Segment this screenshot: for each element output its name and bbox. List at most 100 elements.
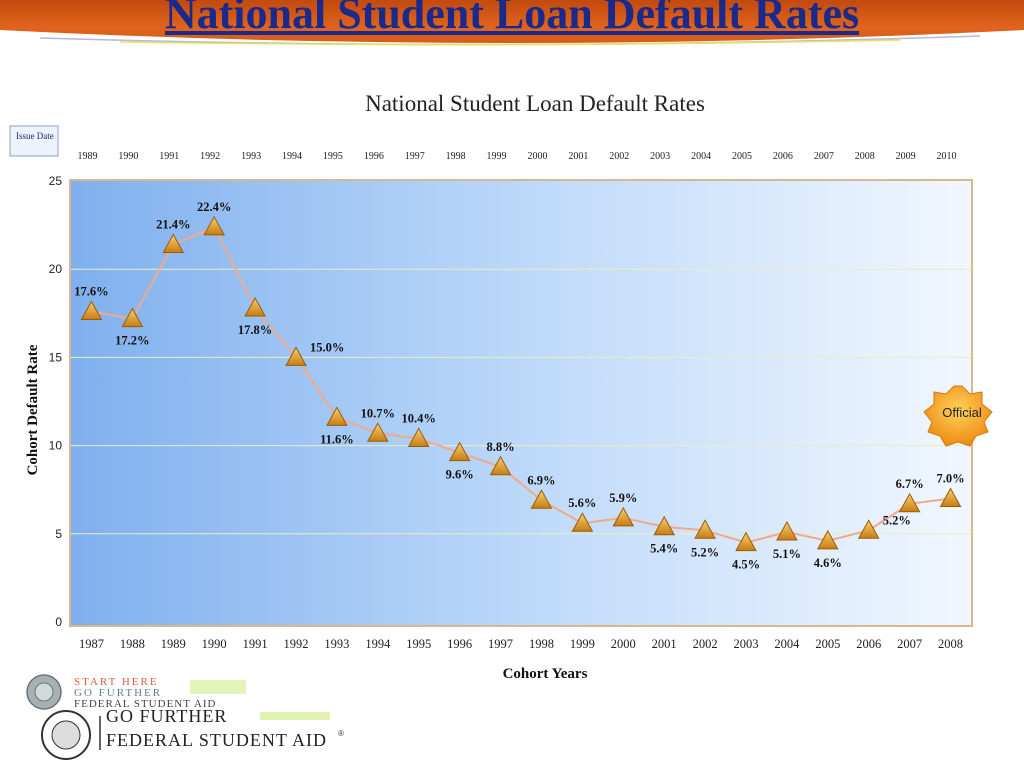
x-tick-label: 1999	[570, 637, 595, 651]
fsa-large-logo: GO FURTHER FEDERAL STUDENT AID ®	[41, 706, 344, 760]
data-label: 21.4%	[156, 218, 190, 232]
x-tick-label: 1992	[284, 637, 309, 651]
y-tick-label: 25	[49, 174, 63, 188]
data-point-marker	[857, 519, 880, 539]
issue-date-tick: 1993	[241, 151, 261, 162]
data-point-marker	[203, 215, 226, 236]
issue-date-tick: 2000	[527, 151, 547, 162]
logo-fsa-small: FEDERAL STUDENT AID	[74, 698, 216, 710]
data-point-marker	[80, 300, 103, 321]
data-point-marker	[407, 427, 430, 448]
plot-area	[71, 181, 971, 625]
data-point-marker	[244, 296, 266, 317]
data-label: 11.6%	[320, 432, 354, 446]
issue-date-tick: 2008	[855, 151, 875, 162]
data-labels: 17.6% 17.2% 21.4% 22.4% 17.8% 15.0% 11.6% 10.7%…	[74, 200, 964, 572]
data-label: 9.6%	[446, 468, 474, 482]
x-tick-label: 2001	[652, 637, 677, 651]
data-label: 17.8%	[238, 323, 272, 337]
data-label: 5.6%	[568, 496, 596, 510]
issue-date-label: Issue Date	[16, 131, 54, 141]
data-label: 17.2%	[115, 334, 149, 348]
registered-mark: ®	[338, 729, 344, 738]
chart-title: National Student Loan Default Rates	[365, 91, 705, 116]
x-tick-label: 1996	[447, 637, 472, 651]
x-tick-label: 1988	[120, 637, 145, 651]
issue-date-tick: 2005	[732, 151, 752, 162]
y-tick-label: 0	[55, 615, 62, 629]
data-label: 5.1%	[773, 547, 801, 561]
x-tick-label: 1994	[365, 637, 391, 651]
data-point-marker	[776, 521, 798, 541]
data-point-marker	[612, 506, 635, 527]
header-swoosh	[0, 30, 1024, 64]
data-label: 17.6%	[74, 285, 108, 299]
data-point-marker	[735, 531, 757, 552]
x-axis-ticks: 1987 1988 1989 1990 1991 1992 1993 1994 1995 1996…	[79, 637, 963, 651]
slide-title: National Student Loan Default Rates	[164, 0, 860, 38]
official-badge: Official	[923, 385, 993, 447]
data-point-marker	[162, 233, 185, 254]
issue-date-tick: 1997	[405, 151, 425, 162]
x-tick-label: 2003	[734, 637, 759, 651]
data-point-marker	[489, 455, 512, 476]
y-tick-label: 5	[55, 527, 62, 541]
data-label: 8.8%	[486, 440, 514, 454]
data-markers	[80, 215, 962, 552]
issue-date-tick: 2004	[691, 151, 711, 162]
data-point-marker	[366, 422, 389, 442]
issue-date-tick: 1998	[446, 151, 466, 162]
data-point-marker	[816, 529, 839, 550]
x-tick-label: 2006	[856, 637, 881, 651]
series-line	[91, 225, 951, 544]
x-tick-label: 2007	[897, 637, 922, 651]
issue-date-tick: 1990	[118, 151, 138, 162]
issue-date-box: Issue Date	[9, 125, 59, 157]
data-point-marker	[448, 441, 471, 462]
x-tick-label: 1995	[406, 637, 431, 651]
x-tick-label: 2008	[938, 637, 963, 651]
issue-date-tick: 2007	[814, 151, 834, 162]
x-tick-label: 1993	[324, 637, 349, 651]
data-point-marker	[571, 512, 594, 532]
logo-start-here: START HERE	[74, 676, 159, 688]
logo-go-further-large: GO FURTHER	[106, 706, 227, 726]
data-point-marker	[898, 492, 921, 513]
issue-date-tick: 2006	[773, 151, 793, 162]
fsa-small-logo: START HERE GO FURTHER FEDERAL STUDENT AI…	[26, 674, 246, 710]
data-label: 4.6%	[814, 556, 842, 570]
issue-date-tick: 1989	[77, 151, 97, 162]
data-label: 7.0%	[936, 472, 964, 486]
data-label: 4.5%	[732, 558, 760, 572]
data-point-marker	[530, 489, 553, 509]
issue-date-tick: 1996	[364, 151, 384, 162]
x-axis-title: Cohort Years	[503, 666, 588, 682]
data-point-marker	[653, 515, 676, 536]
x-tick-label: 1989	[161, 637, 186, 651]
issue-date-tick: 2002	[609, 151, 629, 162]
data-point-marker	[939, 487, 962, 508]
data-point-marker	[285, 346, 307, 366]
issue-date-tick: 2010	[937, 151, 957, 162]
x-tick-label: 1991	[243, 637, 268, 651]
data-point-marker	[121, 307, 144, 328]
data-point-marker	[694, 519, 716, 539]
data-point-marker	[326, 406, 348, 426]
issue-date-tick: 1991	[159, 151, 179, 162]
x-tick-label: 1987	[79, 637, 104, 651]
data-label: 6.7%	[896, 477, 924, 491]
x-tick-label: 1990	[202, 637, 227, 651]
x-tick-label: 1998	[529, 637, 554, 651]
data-label: 10.4%	[402, 412, 436, 426]
x-tick-label: 2004	[774, 637, 800, 651]
issue-date-tick: 1995	[323, 151, 343, 162]
logo-go-further: GO FURTHER	[74, 687, 162, 699]
data-label: 15.0%	[310, 340, 344, 354]
x-tick-label: 2005	[815, 637, 840, 651]
issue-date-tick: 2009	[896, 151, 916, 162]
data-label: 5.4%	[650, 542, 678, 556]
issue-date-tick: 1999	[487, 151, 507, 162]
x-tick-label: 2002	[693, 637, 718, 651]
x-tick-label: 1997	[488, 637, 513, 651]
